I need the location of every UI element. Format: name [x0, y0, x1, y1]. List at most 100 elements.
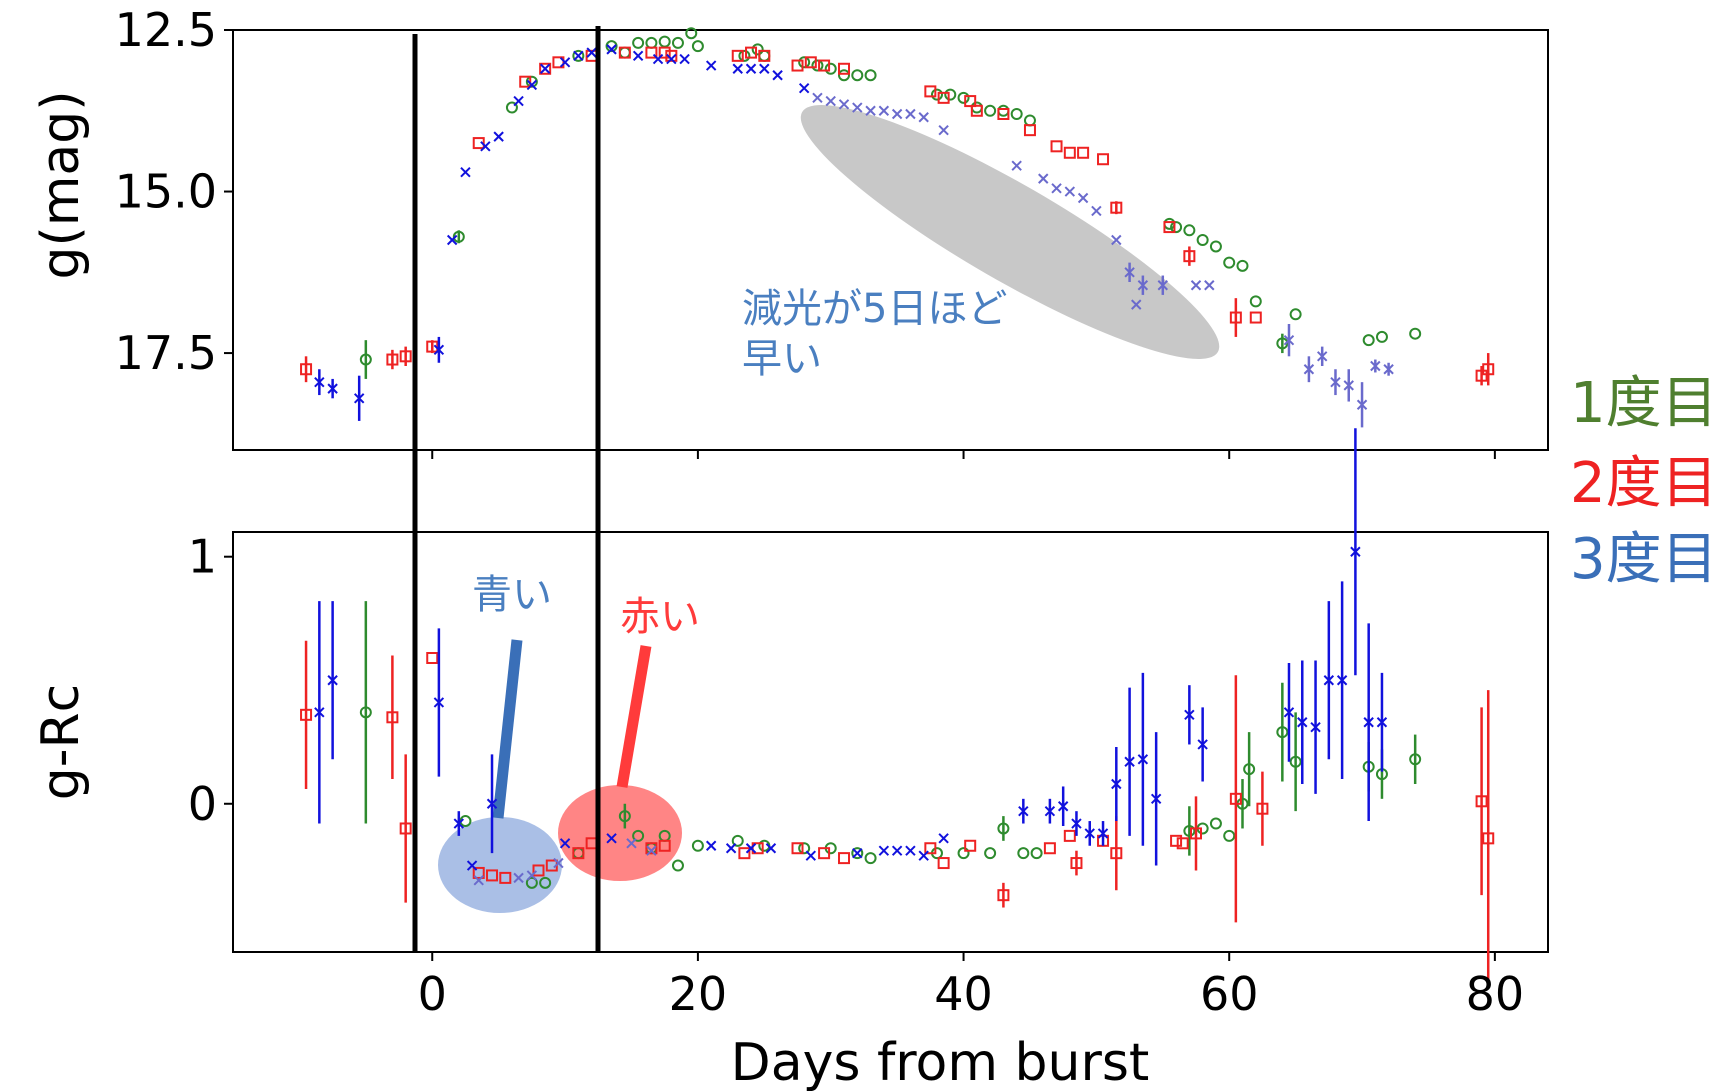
bottom-series-2-point [453, 811, 465, 836]
bottom-series-2-point [1184, 685, 1195, 745]
top-series-0-point [864, 69, 877, 82]
top-series-3-point [938, 124, 949, 136]
top-series-1-point [300, 356, 313, 383]
top-series-1-point [1475, 366, 1488, 386]
bottom-series-0-point [539, 876, 552, 889]
bottom-series-2-point [725, 843, 737, 854]
bottom-series-1-point [738, 847, 751, 860]
top-series-1-point [665, 49, 678, 62]
top-series-0-point [1223, 256, 1236, 269]
top-series-1-point [1063, 146, 1076, 159]
red-pointer-bar [616, 645, 652, 788]
top-series-2-point [732, 63, 743, 74]
bottom-series-1-point [838, 852, 851, 865]
bottom-series-2-point [805, 850, 817, 861]
bottom-series-1-point [997, 882, 1010, 908]
top-series-3-point [825, 95, 836, 107]
top-series-1-point [997, 108, 1010, 120]
top-series-0-point [525, 75, 538, 88]
top-series-0-point [452, 230, 465, 244]
top-series-2-point [679, 53, 690, 65]
top-series-3-point [1330, 369, 1341, 396]
bottom-panel-data [300, 428, 1495, 987]
bottom-series-0-point [671, 859, 684, 872]
top-series-3-point [1204, 280, 1215, 291]
top-series-1-point [1482, 353, 1495, 386]
top-series-2-point [772, 70, 783, 81]
top-y-tick-label: 17.5 [115, 326, 217, 380]
top-series-1-point [1110, 201, 1123, 215]
top-series-1-point [1077, 146, 1090, 159]
top-series-1-point [818, 59, 831, 72]
red-highlight-ellipse [558, 785, 682, 881]
bottom-x-tick-label: 20 [669, 967, 728, 1021]
top-series-0-point [811, 59, 824, 72]
top-series-3-point [1124, 262, 1135, 282]
top-series-3-point [918, 112, 929, 123]
x-axis-label: Days from burst [731, 1033, 1150, 1092]
bottom-series-0-point [618, 803, 631, 829]
top-series-2-point [353, 375, 365, 421]
top-series-2-point [745, 63, 757, 74]
top-series-2-point [513, 95, 524, 107]
y-axis-label-top: g(mag) [31, 90, 91, 279]
top-y-tick-label: 15.0 [115, 165, 217, 219]
top-series-3-point [1316, 346, 1328, 366]
top-series-3-point [1303, 356, 1315, 383]
bottom-series-1-point [1176, 837, 1189, 850]
top-series-2-point [705, 60, 717, 71]
top-series-1-point [937, 91, 950, 104]
top-series-0-point [957, 91, 970, 104]
top-series-1-point [426, 340, 439, 354]
red-annotation: 赤い [620, 594, 700, 640]
bottom-series-2-point [1097, 821, 1109, 846]
top-series-0-point [605, 40, 618, 53]
top-panel-frame [232, 29, 1549, 451]
top-series-2-point [798, 82, 810, 94]
bottom-series-2-point [1197, 707, 1208, 782]
bottom-series-1-point [1110, 816, 1123, 891]
top-series-2-point [759, 63, 770, 74]
bottom-series-1-point [924, 842, 937, 855]
bottom-series-2-point [1084, 821, 1095, 846]
top-series-2-point [433, 336, 445, 363]
bottom-series-3-point [626, 838, 637, 849]
bottom-series-2-point [1124, 687, 1135, 836]
bottom-series-0-point [997, 816, 1010, 841]
bottom-series-2-point [327, 601, 338, 760]
legend-3rd: 3度目 [1570, 527, 1718, 592]
top-series-3-point [1111, 234, 1122, 246]
bottom-series-1-point [1070, 850, 1083, 876]
bottom-series-2-point [1297, 660, 1308, 784]
top-series-3-point [1064, 186, 1076, 197]
top-series-1-point [552, 56, 565, 69]
top-series-0-point [572, 49, 585, 62]
top-series-0-point [851, 69, 864, 82]
top-series-3-point [838, 99, 850, 110]
top-series-3-point [1370, 359, 1381, 373]
bottom-series-1-point [300, 640, 313, 789]
top-series-3-point [852, 102, 863, 113]
bottom-series-2-point [1376, 672, 1388, 772]
top-series-0-point [1023, 114, 1036, 127]
bottom-series-1-point [1229, 675, 1242, 923]
bottom-series-0-point [359, 601, 372, 824]
bottom-series-1-point [532, 864, 545, 877]
bottom-series-2-point [852, 847, 863, 859]
bottom-series-0-point [798, 842, 811, 855]
bottom-series-0-point [864, 852, 877, 865]
bottom-series-2-point [314, 601, 325, 824]
bottom-x-tick-label: 80 [1466, 967, 1525, 1021]
bottom-series-2-point [938, 833, 949, 844]
top-series-1-point [645, 46, 658, 59]
top-series-3-point [1038, 173, 1049, 184]
bottom-series-0-point [1209, 817, 1222, 830]
top-series-0-point [838, 69, 851, 82]
bottom-series-0-point [1223, 829, 1236, 842]
bottom-series-1-point [472, 866, 485, 879]
top-series-3-point [1137, 275, 1149, 295]
top-series-0-point [997, 104, 1010, 117]
top-series-1-point [731, 49, 744, 62]
